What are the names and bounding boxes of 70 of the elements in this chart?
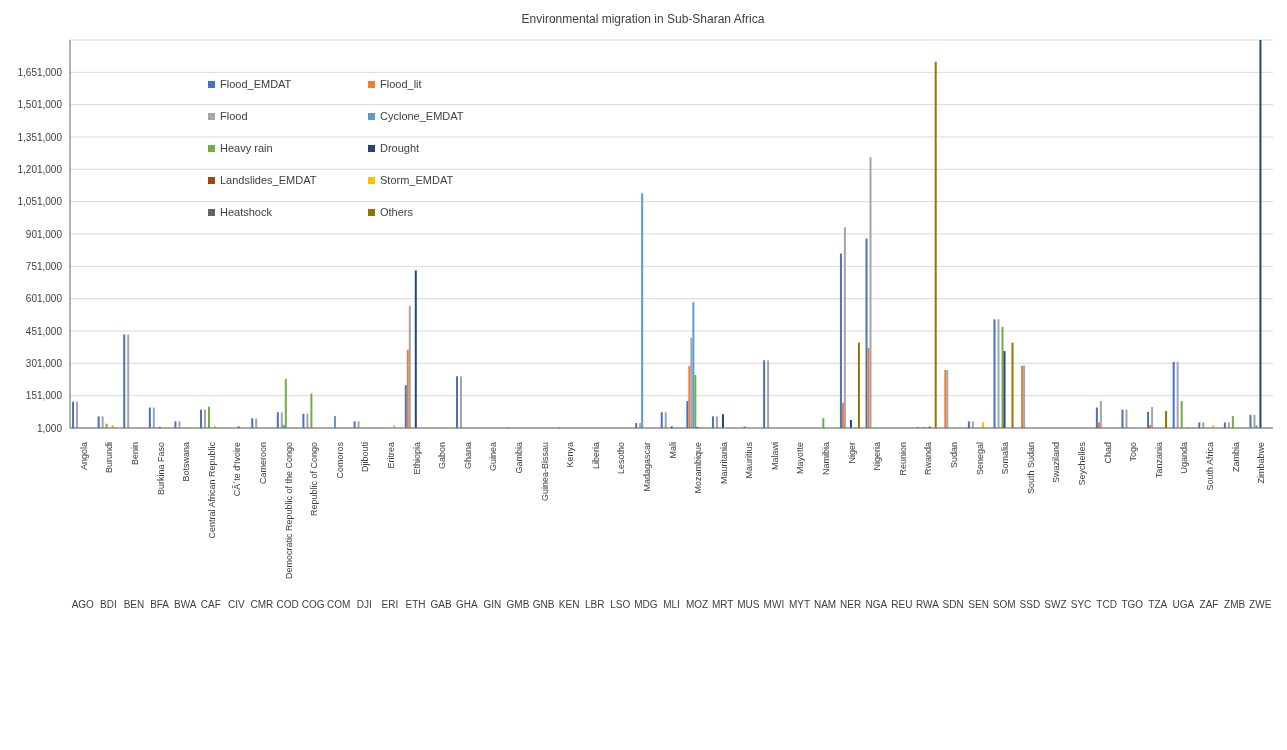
category-label: Madagascar MDG	[634, 442, 658, 610]
category-label: Chad TCD	[1096, 442, 1117, 610]
category-label: Burkina Faso BFA	[150, 442, 170, 610]
category-label: Somalia SOM	[992, 442, 1016, 610]
y-tick-label: 751,000	[25, 260, 63, 272]
y-tick-label: 901,000	[25, 228, 63, 240]
category-label: Djibouti DJI	[356, 442, 372, 610]
category-label: Lesotho LSO	[610, 442, 631, 610]
category-label: Swaziland SWZ	[1044, 442, 1067, 610]
y-tick-label: 601,000	[25, 293, 63, 305]
y-tick-label: 151,000	[25, 390, 63, 402]
category-label: Ghana GHA	[455, 442, 478, 610]
category-label: Mali MLI	[663, 442, 680, 610]
category-label: Uganda UGA	[1172, 442, 1195, 610]
category-label: Namibia NAM	[813, 442, 837, 610]
y-tick-label: 1,000	[36, 422, 63, 434]
category-label: Senegal SEN	[968, 442, 989, 610]
category-label: South Africa ZAF	[1199, 442, 1219, 610]
category-label: South Sudan SSD	[1019, 442, 1041, 610]
category-label: Togo TGO	[1121, 442, 1144, 610]
legend-label: Landslides_EMDAT	[220, 174, 317, 186]
category-label: Rwanda RWA	[916, 442, 939, 610]
category-label: CÃ´te d'Ivoire CIV	[228, 442, 245, 610]
y-tick-label: 1,201,000	[17, 163, 63, 175]
category-label: Ethiopia ETH	[405, 442, 426, 610]
chart-title: Environmental migration in Sub-Sharan Africa	[520, 11, 766, 28]
y-tick-label: 451,000	[25, 325, 63, 337]
category-label: Malawi MWI	[763, 442, 785, 610]
category-label: Republic of Congo COG	[301, 442, 325, 610]
category-label: Reunion REU	[891, 442, 913, 610]
category-label: Mauritania MRT	[711, 442, 734, 610]
category-label: Comoros COM	[327, 442, 351, 610]
y-tick-label: 1,501,000	[17, 99, 63, 111]
category-label: Central African Republic CAF	[200, 442, 221, 610]
category-label: Zambia ZMB	[1224, 442, 1246, 610]
legend-label: Heavy rain	[220, 142, 273, 154]
category-label: Gambia GMB	[506, 442, 530, 610]
y-tick-label: 301,000	[25, 357, 63, 369]
category-label: Kenya KEN	[558, 442, 580, 610]
category-label: Zimbabwe ZWE	[1249, 442, 1272, 610]
category-label: Seychelles SYC	[1070, 442, 1092, 610]
category-label: Nigeria NGA	[865, 442, 888, 610]
category-label: Mayotte MYT	[788, 442, 811, 610]
legend-label: Flood	[220, 110, 248, 122]
category-label: Tanzania TZA	[1148, 442, 1168, 610]
category-label: Niger NER	[840, 442, 862, 610]
category-label: Sudan SDN	[942, 442, 964, 610]
category-label: Liberia LBR	[584, 442, 605, 610]
y-tick-label: 1,051,000	[17, 196, 63, 208]
category-label: Gabon GAB	[430, 442, 452, 610]
legend-label: Others	[380, 206, 414, 218]
category-label: Mozambique MOZ	[685, 442, 709, 610]
category-label: Eritrea ERI	[381, 442, 399, 610]
legend-label: Drought	[380, 142, 420, 154]
legend-label: Flood_lit	[380, 78, 422, 90]
legend-label: Storm_EMDAT	[380, 174, 454, 186]
y-tick-label: 1,651,000	[17, 66, 63, 78]
category-label: Cameroon CMR	[250, 442, 274, 610]
legend-label: Heatshock	[220, 206, 272, 218]
category-label: Democratic Republic of the Congo COD	[276, 442, 299, 610]
legend-label: Cyclone_EMDAT	[380, 110, 464, 122]
y-tick-label: 1,351,000	[17, 131, 63, 143]
category-label: Angola AGO	[71, 442, 94, 610]
category-label: Guinea-Bissau GNB	[532, 442, 555, 610]
category-label: Mauritius MUS	[737, 442, 760, 610]
category-label: Burundi BDI	[100, 442, 117, 610]
category-label: Guinea GIN	[483, 442, 502, 610]
category-label: Benin BEN	[123, 442, 145, 610]
category-label: Botswana BWA	[173, 442, 197, 610]
legend-label: Flood_EMDAT	[220, 78, 292, 90]
